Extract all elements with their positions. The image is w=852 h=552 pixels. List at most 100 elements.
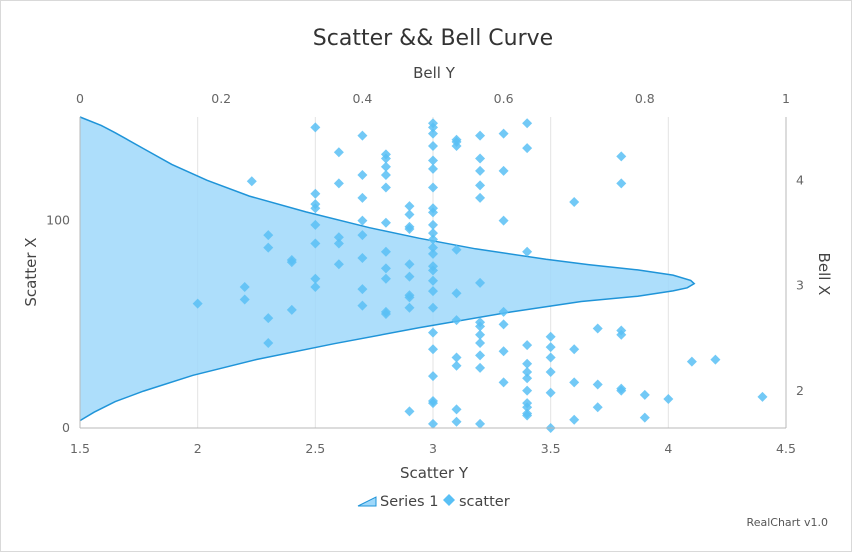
scatter-point[interactable] xyxy=(498,346,509,357)
scatter-point[interactable] xyxy=(592,402,603,413)
scatter-point[interactable] xyxy=(428,418,438,429)
scatter-point[interactable] xyxy=(451,244,462,255)
scatter-point[interactable] xyxy=(404,259,415,270)
scatter-point[interactable] xyxy=(475,329,486,340)
scatter-point[interactable] xyxy=(428,371,438,382)
scatter-point[interactable] xyxy=(404,271,415,282)
scatter-point[interactable] xyxy=(310,188,321,199)
scatter-point[interactable] xyxy=(428,128,438,139)
scatter-point[interactable] xyxy=(428,118,438,129)
scatter-point[interactable] xyxy=(475,350,486,361)
scatter-point[interactable] xyxy=(380,263,391,274)
scatter-point[interactable] xyxy=(428,155,438,166)
scatter-point[interactable] xyxy=(357,230,368,241)
scatter-point[interactable] xyxy=(451,404,462,415)
scatter-point[interactable] xyxy=(428,219,438,230)
scatter-point[interactable] xyxy=(428,286,438,297)
scatter-point[interactable] xyxy=(498,165,509,176)
scatter-point[interactable] xyxy=(639,389,650,400)
scatter-point[interactable] xyxy=(404,302,415,313)
scatter-point[interactable] xyxy=(333,178,344,189)
scatter-point[interactable] xyxy=(333,147,344,158)
scatter-point[interactable] xyxy=(404,290,415,301)
scatter-point[interactable] xyxy=(333,238,344,249)
scatter-point[interactable] xyxy=(404,209,415,220)
scatter-point[interactable] xyxy=(475,337,486,348)
scatter-point[interactable] xyxy=(616,325,627,336)
scatter-point[interactable] xyxy=(451,288,462,299)
scatter-point[interactable] xyxy=(357,192,368,203)
scatter-point[interactable] xyxy=(475,418,486,429)
scatter-point[interactable] xyxy=(592,323,603,334)
scatter-point[interactable] xyxy=(357,215,368,226)
scatter-point[interactable] xyxy=(380,149,391,160)
scatter-point[interactable] xyxy=(451,360,462,371)
scatter-point[interactable] xyxy=(522,358,533,369)
scatter-point[interactable] xyxy=(498,128,509,139)
scatter-point[interactable] xyxy=(380,273,391,284)
scatter-point[interactable] xyxy=(428,242,438,253)
scatter-point[interactable] xyxy=(357,300,368,311)
scatter-point[interactable] xyxy=(286,304,297,315)
scatter-point[interactable] xyxy=(428,275,438,286)
scatter-point[interactable] xyxy=(451,315,462,326)
scatter-point[interactable] xyxy=(522,398,533,409)
scatter-point[interactable] xyxy=(428,327,438,338)
scatter-point[interactable] xyxy=(310,199,321,210)
scatter-point[interactable] xyxy=(475,362,486,373)
scatter-point[interactable] xyxy=(310,238,321,249)
scatter-point[interactable] xyxy=(310,282,321,293)
scatter-point[interactable] xyxy=(357,170,368,181)
scatter-point[interactable] xyxy=(380,217,391,228)
scatter-point[interactable] xyxy=(357,130,368,141)
scatter-point[interactable] xyxy=(475,277,486,288)
scatter-point[interactable] xyxy=(192,298,203,309)
scatter-point[interactable] xyxy=(475,130,486,141)
scatter-point[interactable] xyxy=(663,393,674,404)
scatter-point[interactable] xyxy=(569,414,580,425)
scatter-point[interactable] xyxy=(380,182,391,193)
scatter-point[interactable] xyxy=(428,163,438,174)
scatter-point[interactable] xyxy=(263,242,274,253)
scatter-point[interactable] xyxy=(380,170,391,181)
scatter-point[interactable] xyxy=(498,306,509,317)
scatter-point[interactable] xyxy=(357,284,368,295)
scatter-point[interactable] xyxy=(522,340,533,351)
scatter-point[interactable] xyxy=(569,344,580,355)
scatter-point[interactable] xyxy=(246,176,257,187)
scatter-point[interactable] xyxy=(522,408,533,419)
scatter-point[interactable] xyxy=(522,118,533,129)
scatter-point[interactable] xyxy=(451,416,462,427)
scatter-point[interactable] xyxy=(310,273,321,284)
scatter-point[interactable] xyxy=(616,178,627,189)
scatter-point[interactable] xyxy=(545,342,556,353)
scatter-point[interactable] xyxy=(239,282,250,293)
scatter-point[interactable] xyxy=(569,377,580,388)
scatter-point[interactable] xyxy=(428,396,438,407)
scatter-point[interactable] xyxy=(428,228,438,239)
scatter-point[interactable] xyxy=(475,153,486,164)
scatter-point[interactable] xyxy=(475,165,486,176)
scatter-point[interactable] xyxy=(498,377,509,388)
scatter-point[interactable] xyxy=(263,337,274,348)
scatter-point[interactable] xyxy=(380,246,391,257)
scatter-point[interactable] xyxy=(239,294,250,305)
scatter-point[interactable] xyxy=(522,143,533,154)
scatter-point[interactable] xyxy=(428,248,438,259)
scatter-point[interactable] xyxy=(451,352,462,363)
scatter-point[interactable] xyxy=(475,180,486,191)
scatter-point[interactable] xyxy=(498,215,509,226)
scatter-point[interactable] xyxy=(639,412,650,423)
scatter-point[interactable] xyxy=(522,367,533,378)
scatter-point[interactable] xyxy=(263,313,274,324)
scatter-point[interactable] xyxy=(404,201,415,212)
scatter-point[interactable] xyxy=(757,391,768,402)
scatter-point[interactable] xyxy=(428,141,438,152)
scatter-point[interactable] xyxy=(545,331,556,342)
scatter-point[interactable] xyxy=(522,246,533,257)
scatter-point[interactable] xyxy=(522,373,533,384)
scatter-point[interactable] xyxy=(357,252,368,263)
scatter-point[interactable] xyxy=(428,182,438,193)
scatter-point[interactable] xyxy=(286,255,297,266)
scatter-point[interactable] xyxy=(428,234,438,245)
